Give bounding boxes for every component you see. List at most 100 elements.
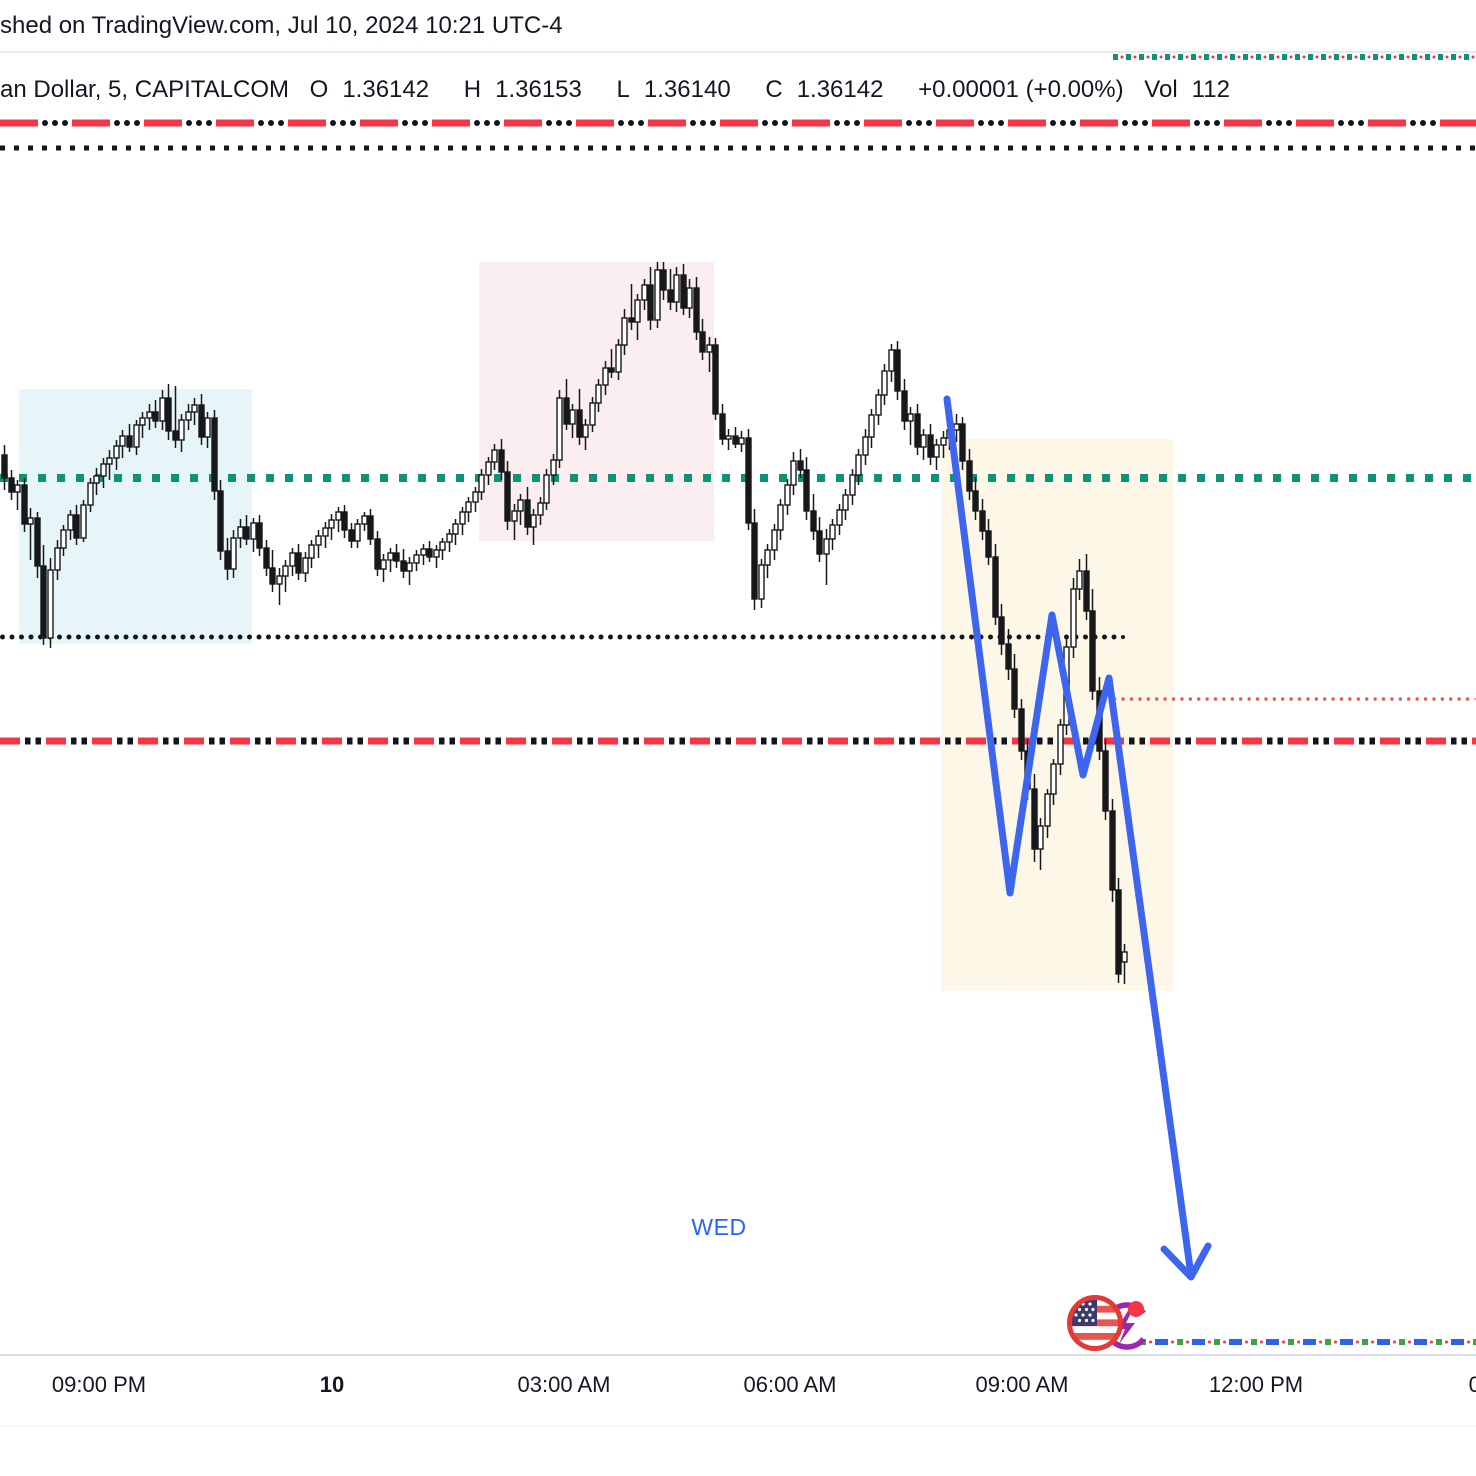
session-day-label: WED xyxy=(691,1214,747,1240)
candle-body xyxy=(485,461,492,476)
candle-body xyxy=(426,548,433,558)
candle-body xyxy=(914,413,921,448)
candle-body xyxy=(745,437,752,524)
candle-body xyxy=(576,409,583,438)
candle-body xyxy=(224,550,231,570)
candle-body xyxy=(1011,668,1018,710)
candle-body xyxy=(1005,643,1012,670)
candle-body xyxy=(628,317,635,323)
candle-body xyxy=(146,411,153,419)
candle-body xyxy=(517,499,524,512)
bearish-projection-arrow-line[interactable] xyxy=(943,395,1194,1272)
time-axis[interactable]: 09:00 PM 10 03:00 AM 06:00 AM 09:00 AM 12:00 … xyxy=(0,1354,1476,1428)
candle-body xyxy=(621,317,628,346)
candle-body xyxy=(686,287,693,309)
candle-body xyxy=(979,510,986,532)
candle-body xyxy=(21,484,28,525)
candle-body xyxy=(165,397,172,432)
candle-body xyxy=(699,331,706,353)
candle-body xyxy=(693,287,700,333)
candle-body xyxy=(47,569,54,639)
candle-body xyxy=(113,445,120,459)
candle-body xyxy=(80,504,87,539)
candle-body xyxy=(556,397,563,461)
candle-body xyxy=(920,434,927,448)
candle-body xyxy=(615,344,622,373)
candle-body xyxy=(888,349,895,372)
candle-body xyxy=(204,417,211,438)
time-axis-label: 10 xyxy=(319,1372,345,1397)
candle-body xyxy=(1044,793,1051,827)
candle-body xyxy=(27,517,34,525)
candle-body xyxy=(393,552,400,562)
candle-body xyxy=(537,502,544,516)
candle-body xyxy=(504,471,511,522)
candle-body xyxy=(530,514,537,528)
candle-body xyxy=(1121,951,1128,963)
candle-body xyxy=(673,274,680,303)
us-flag-icon xyxy=(1067,1295,1123,1351)
candle-body xyxy=(1057,724,1064,765)
multicolor-dashed-level-bottom xyxy=(1140,1339,1476,1345)
candle-body xyxy=(40,565,47,639)
time-axis-label: 03:00 AM xyxy=(517,1372,611,1397)
candle-body xyxy=(472,491,479,503)
candle-body xyxy=(139,417,146,426)
candle-body xyxy=(719,413,726,440)
candle-body xyxy=(647,284,654,321)
candle-body xyxy=(87,482,94,506)
attribution-text: shed on TradingView.com, Jul 10, 2024 10… xyxy=(0,11,563,39)
candle-body xyxy=(198,404,205,438)
bottom-padding xyxy=(0,1427,1476,1476)
candle-body xyxy=(1083,570,1090,612)
candle-body xyxy=(764,549,771,566)
candle-body xyxy=(543,474,550,504)
candle-body xyxy=(178,419,185,441)
candle-body xyxy=(335,511,342,521)
candle-body xyxy=(706,344,713,353)
candle-body xyxy=(680,274,687,309)
candle-body xyxy=(563,397,570,425)
candle-body xyxy=(654,269,661,321)
candle-body xyxy=(667,289,674,303)
candle-body xyxy=(784,484,791,506)
candle-body xyxy=(1102,750,1109,812)
candle-body xyxy=(237,526,244,539)
candle-body xyxy=(641,284,648,301)
candle-body xyxy=(732,435,739,445)
attribution-bar: shed on TradingView.com, Jul 10, 2024 10… xyxy=(0,0,1476,53)
candle-body xyxy=(282,565,289,577)
candle-body xyxy=(256,522,263,549)
candle-body xyxy=(315,535,322,546)
candle-body xyxy=(328,519,335,529)
candle-body xyxy=(771,529,778,551)
candle-body xyxy=(1109,810,1116,891)
candle-body xyxy=(875,394,882,416)
candle-body xyxy=(289,552,296,567)
change-value: +0.00001 (+0.00%) xyxy=(918,76,1124,103)
candle-body xyxy=(777,504,784,531)
open-value: O 1.36142 xyxy=(309,76,430,103)
candle-body xyxy=(60,529,67,549)
candle-body xyxy=(602,367,609,386)
candle-body xyxy=(263,547,270,569)
candle-body xyxy=(230,537,237,570)
candle-body xyxy=(797,460,804,471)
candle-body xyxy=(569,409,576,425)
us-flag-news-event-icon[interactable] xyxy=(1060,1292,1152,1354)
candle-body xyxy=(751,522,758,600)
candle-body xyxy=(14,484,21,493)
candle-body xyxy=(106,457,113,465)
candle-body xyxy=(1076,570,1083,590)
candle-body xyxy=(589,402,596,426)
close-value: C 1.36142 xyxy=(765,76,884,103)
time-axis-label: 09:00 PM xyxy=(51,1372,147,1397)
candle-body xyxy=(439,541,446,551)
candle-body xyxy=(1115,889,1122,975)
candle-body xyxy=(295,552,302,574)
candle-body xyxy=(927,434,934,458)
candle-body xyxy=(302,557,309,574)
candle-body xyxy=(790,460,797,486)
red-fine-dotted-level xyxy=(1113,697,1476,701)
